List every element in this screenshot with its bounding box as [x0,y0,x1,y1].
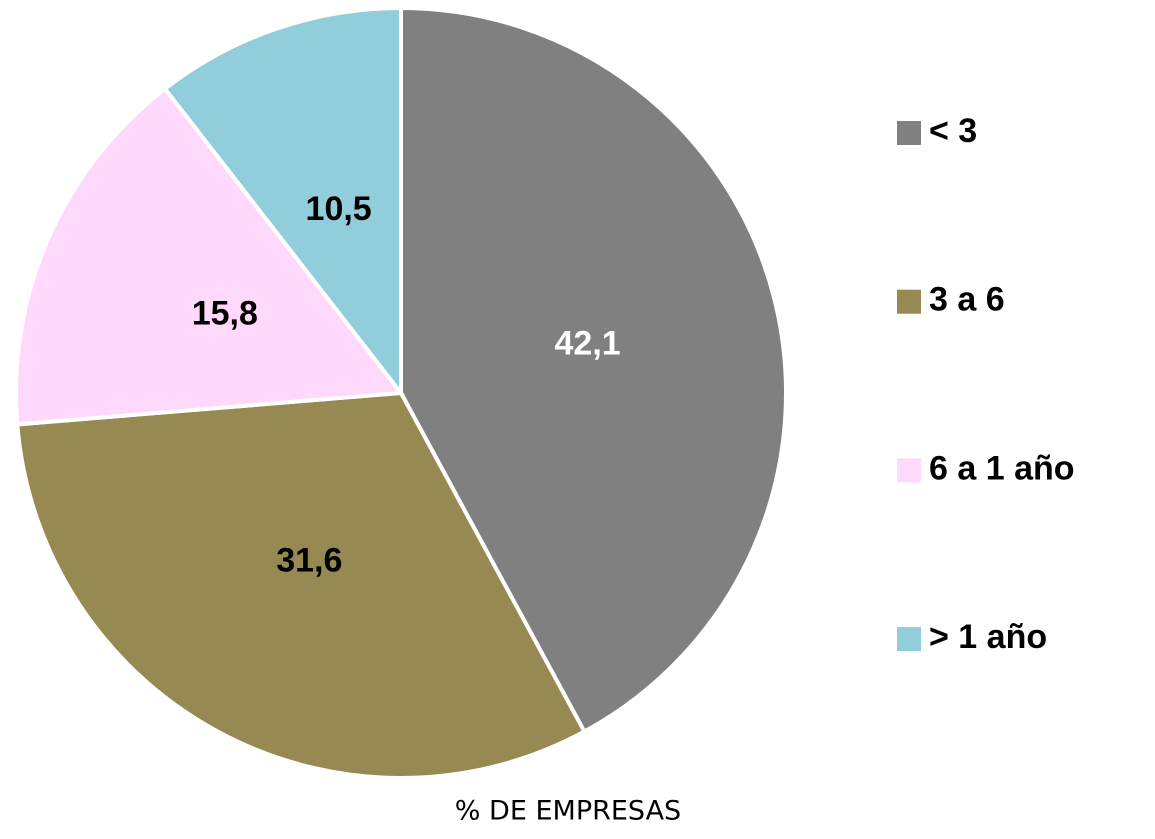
legend-swatch [897,121,921,145]
x-axis-label: % DE EMPRESAS [455,796,681,827]
data-label: 15,8 [192,294,258,332]
legend-swatch [897,458,921,483]
data-label: 31,6 [276,541,342,579]
legend-label: < 3 [929,112,977,150]
legend-label: 3 a 6 [929,281,1005,319]
legend-swatch [897,289,921,314]
data-label: 10,5 [306,190,372,228]
pie-slice [14,85,405,427]
legend-swatch [897,627,921,652]
pie-slice [15,390,588,780]
data-label: 42,1 [555,325,621,363]
pie-slice [162,5,403,399]
pie-slice [399,5,788,735]
legend-label: 6 a 1 año [929,449,1075,487]
legend-label: > 1 año [929,618,1047,656]
